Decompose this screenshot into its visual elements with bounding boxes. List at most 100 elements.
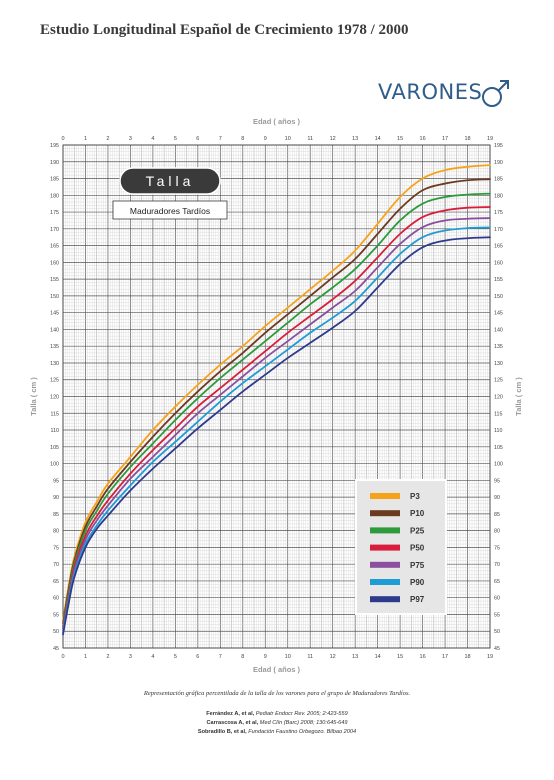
y-tick-label-right: 180 (494, 193, 503, 199)
y-tick-label-right: 95 (494, 478, 500, 484)
y-tick-label-left: 65 (53, 579, 59, 585)
x-tick-label-bottom: 14 (375, 654, 381, 660)
legend-label-p90: P90 (410, 578, 425, 587)
y-tick-label-right: 160 (494, 260, 503, 266)
reference-3: Sobradillo B, et al, Fundación Faustino … (197, 729, 357, 735)
y-tick-label-right: 185 (494, 177, 503, 183)
legend-swatch-p25 (370, 527, 400, 534)
y-axis-label-left: Talla ( cm ) (29, 377, 38, 416)
chart-title-pill (119, 167, 221, 195)
y-tick-label-left: 90 (53, 495, 59, 501)
y-tick-label-right: 165 (494, 244, 503, 250)
y-tick-label-left: 45 (53, 646, 59, 652)
x-tick-label-bottom: 3 (129, 654, 132, 660)
chart-caption: Representación gráfica percentilada de l… (143, 690, 411, 697)
chart-subtitle: Maduradores Tardíos (130, 206, 210, 216)
series-line-p97 (62, 236, 491, 636)
x-tick-label-top: 4 (151, 136, 154, 142)
y-tick-label-left: 70 (53, 562, 59, 568)
x-tick-label-bottom: 5 (174, 654, 177, 660)
x-tick-label-top: 3 (129, 136, 132, 142)
y-tick-label-left: 85 (53, 512, 59, 518)
legend-label-p10: P10 (410, 509, 425, 518)
x-tick-label-top: 7 (219, 136, 222, 142)
series-line-p50 (62, 206, 491, 630)
y-tick-label-left: 75 (53, 545, 59, 551)
y-tick-label-left: 155 (50, 277, 59, 283)
x-axis-label-bottom: Edad ( años ) (253, 665, 301, 674)
x-tick-label-top: 8 (241, 136, 244, 142)
y-tick-label-left: 165 (50, 244, 59, 250)
reference-1: Ferrández A, et al, Pediatr Endocr Rev. … (206, 711, 348, 717)
sex-label: VARONES (378, 80, 483, 104)
y-tick-label-right: 65 (494, 579, 500, 585)
y-tick-label-left: 115 (51, 411, 59, 417)
y-tick-label-left: 150 (50, 294, 59, 300)
legend: P3 P10 P25 P50 P75 P90 P97 (355, 479, 447, 615)
x-tick-label-bottom: 6 (196, 654, 199, 660)
plot-border (62, 144, 491, 649)
male-symbol-icon (482, 80, 509, 107)
y-tick-label-right: 150 (494, 294, 503, 300)
y-tick-label-right: 50 (494, 629, 500, 635)
legend-swatch-p97 (370, 596, 400, 603)
x-tick-label-top: 11 (307, 136, 313, 142)
y-tick-label-right: 55 (494, 612, 500, 618)
y-tick-label-left: 195 (50, 143, 59, 149)
y-tick-label-left: 130 (50, 361, 59, 367)
x-tick-label-bottom: 11 (307, 654, 313, 660)
x-tick-label-top: 17 (442, 136, 448, 142)
y-tick-label-right: 195 (494, 143, 503, 149)
legend-box (355, 479, 447, 615)
y-tick-label-left: 50 (53, 629, 59, 635)
series-line-p10 (62, 178, 491, 625)
legend-swatch-p10 (370, 510, 400, 517)
x-tick-label-top: 15 (397, 136, 403, 142)
x-tick-label-bottom: 2 (106, 654, 109, 660)
x-tick-label-bottom: 12 (330, 654, 336, 660)
x-tick-label-bottom: 4 (151, 654, 154, 660)
y-tick-label-right: 130 (494, 361, 503, 367)
series-line-p25 (62, 192, 491, 628)
y-tick-label-left: 80 (53, 529, 59, 535)
x-tick-label-top: 6 (196, 136, 199, 142)
y-tick-label-left: 135 (50, 344, 59, 350)
y-tick-label-right: 100 (494, 462, 503, 468)
y-tick-label-left: 105 (50, 445, 59, 451)
y-tick-label-right: 75 (494, 545, 500, 551)
x-tick-label-bottom: 0 (61, 654, 64, 660)
y-tick-label-right: 135 (494, 344, 503, 350)
growth-chart: 0011223344556677889910101111121213131414… (29, 117, 523, 674)
x-tick-label-bottom: 15 (397, 654, 403, 660)
y-tick-label-left: 140 (50, 327, 59, 333)
y-tick-label-left: 60 (53, 596, 59, 602)
legend-label-p3: P3 (410, 492, 420, 501)
x-tick-label-bottom: 1 (84, 654, 87, 660)
x-tick-label-top: 2 (106, 136, 109, 142)
legend-swatch-p90 (370, 579, 400, 585)
y-tick-label-left: 95 (53, 478, 59, 484)
legend-label-p75: P75 (410, 561, 425, 570)
y-tick-label-right: 115 (494, 411, 502, 417)
legend-swatch-p75 (370, 561, 400, 568)
y-tick-label-left: 185 (50, 177, 59, 183)
y-tick-label-right: 140 (494, 327, 503, 333)
y-tick-label-left: 145 (50, 311, 59, 317)
x-tick-label-bottom: 19 (487, 654, 493, 660)
y-tick-label-left: 125 (50, 378, 59, 384)
series-line-p3 (62, 164, 491, 623)
y-tick-label-right: 70 (494, 562, 500, 568)
series-line-p75 (62, 217, 491, 632)
y-axis-label-right: Talla ( cm ) (514, 377, 523, 416)
x-tick-label-bottom: 17 (442, 654, 448, 660)
x-tick-label-top: 12 (330, 136, 336, 142)
y-tick-label-right: 60 (494, 596, 500, 602)
y-tick-label-right: 155 (494, 277, 503, 283)
x-tick-label-bottom: 16 (420, 654, 426, 660)
series-line-p90 (62, 226, 491, 634)
chart-title: Talla (146, 173, 195, 189)
x-tick-label-bottom: 7 (219, 654, 222, 660)
x-tick-label-bottom: 8 (241, 654, 244, 660)
y-tick-label-left: 100 (50, 462, 59, 468)
y-tick-label-right: 45 (494, 646, 500, 652)
